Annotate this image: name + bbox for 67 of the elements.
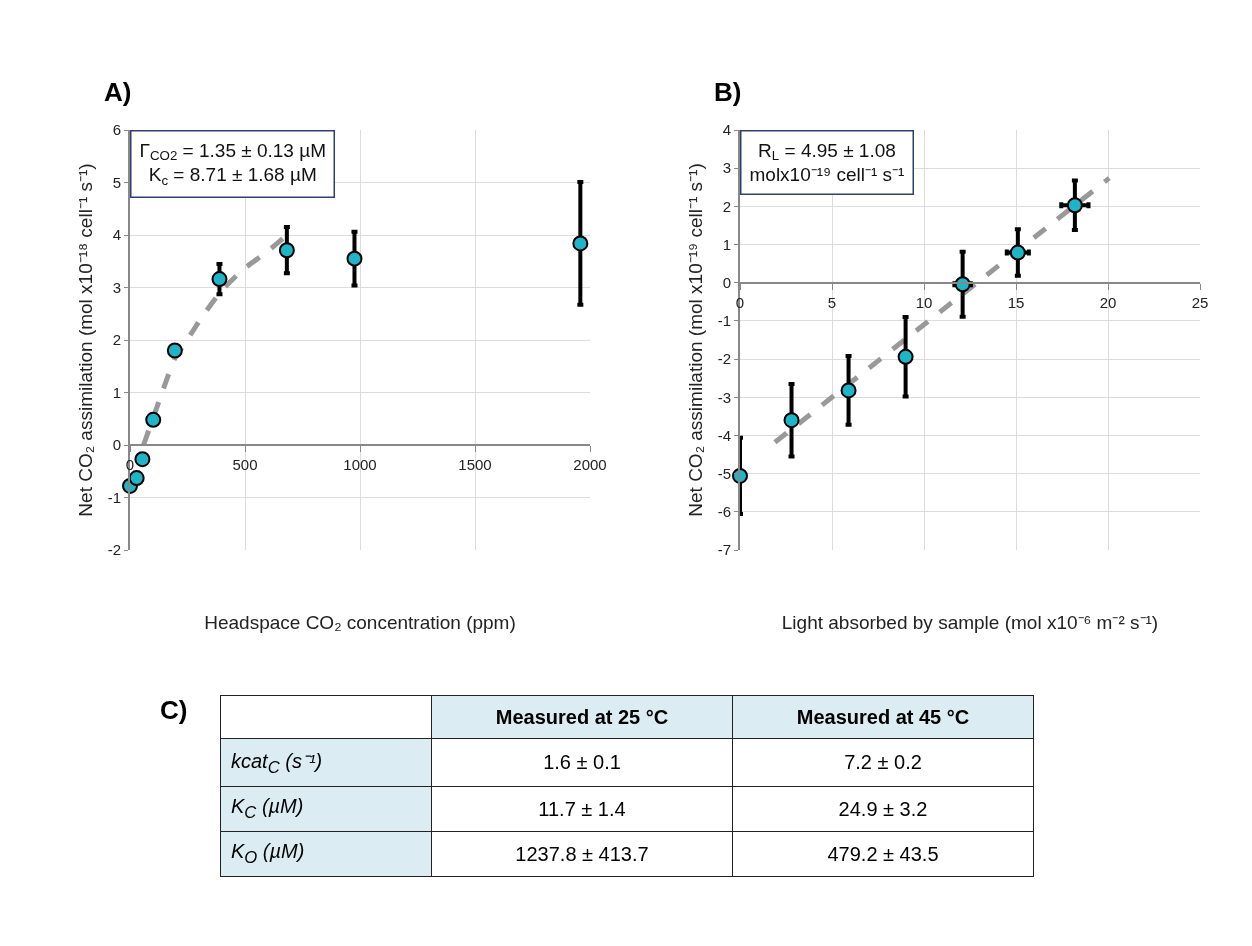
x-tick-label: 15 [1007,293,1025,311]
y-tick-label: -1 [717,312,731,330]
text: K$_{C}$ (µM) [220,786,432,832]
x-tick-label: 500 [232,456,258,473]
y-tick-label: 3 [112,278,121,296]
point [840,382,857,399]
y-tick-label: -4 [717,426,731,444]
point [278,242,295,259]
point [145,411,162,428]
category-label: Measured at 25 °C [431,695,733,739]
y-tick-label: 4 [722,121,731,139]
y-tick-label: -2 [107,541,121,559]
text: kcat$_{C}$ (s⁻¹) [220,738,432,787]
point [1009,244,1026,261]
x-tick-label: 20 [1099,293,1117,311]
point [134,451,151,468]
text: K$_{O}$ (µM) [220,831,432,877]
x-tick-label: 10 [915,293,933,311]
text: 11.7 ± 1.4 [431,786,733,832]
text: 1237.8 ± 413.7 [431,831,733,877]
y-tick-label: -3 [717,388,731,406]
annotation: Γ$_{CO2}$ = 1.35 ± 0.13 µM [139,139,326,164]
point [572,235,589,252]
point [128,470,145,487]
x-tick-label: 25 [1191,293,1209,311]
text: C) [160,695,188,726]
point [166,342,183,359]
y-axis-title: Net CO₂ assimilation (mol x10⁻¹⁸ cell⁻¹ s⁻¹) [75,163,97,517]
y-tick-label: 6 [112,121,121,139]
annotation: molx10⁻¹⁹ cell⁻¹ s⁻¹ [749,164,905,186]
y-tick-label: -1 [107,488,121,506]
text: 24.9 ± 3.2 [732,786,1034,832]
x-tick-label: 1000 [343,456,377,473]
y-tick-label: 2 [112,331,121,349]
y-tick-label: -5 [717,464,731,482]
y-tick-label: -7 [717,541,731,559]
x-tick-label: 0 [125,456,135,473]
x-tick-label: 2000 [573,456,607,473]
y-axis-title: Net CO₂ assimilation (mol x10⁻¹⁹ cell⁻¹ s⁻¹) [685,163,707,517]
x-tick-label: 5 [827,293,837,311]
annotation: K$_{c}$ = 8.71 ± 1.68 µM [148,164,317,189]
point [897,348,914,365]
point [211,271,228,288]
y-tick-label: -2 [717,350,731,368]
chart-title: A) [104,77,132,107]
text: 7.2 ± 0.2 [732,738,1034,787]
y-tick-label: 2 [722,197,731,215]
y-tick-label: 0 [112,436,121,454]
point [1066,197,1083,214]
text: 479.2 ± 43.5 [732,831,1034,877]
y-tick-label: 5 [112,173,121,191]
y-tick-label: 1 [112,383,121,401]
chart-title: B) [714,77,742,107]
x-axis-title: Light absorbed by sample (mol x10⁻⁶ m⁻² s⁻¹) [781,611,1159,633]
text: 1.6 ± 0.1 [431,738,733,787]
y-tick-label: 1 [722,235,731,253]
point [783,412,800,429]
annotation: R$_{L}$ = 4.95 ± 1.08 [758,139,896,164]
point [346,250,363,267]
x-tick-label: 0 [735,293,745,311]
y-tick-label: 4 [112,226,121,244]
category-label: Measured at 45 °C [732,695,1034,739]
y-tick-label: -6 [717,503,731,521]
y-tick-label: 0 [722,273,731,291]
x-axis-title: Headspace CO₂ concentration (ppm) [204,611,516,633]
x-tick-label: 1500 [458,456,492,473]
y-tick-label: 3 [722,159,731,177]
